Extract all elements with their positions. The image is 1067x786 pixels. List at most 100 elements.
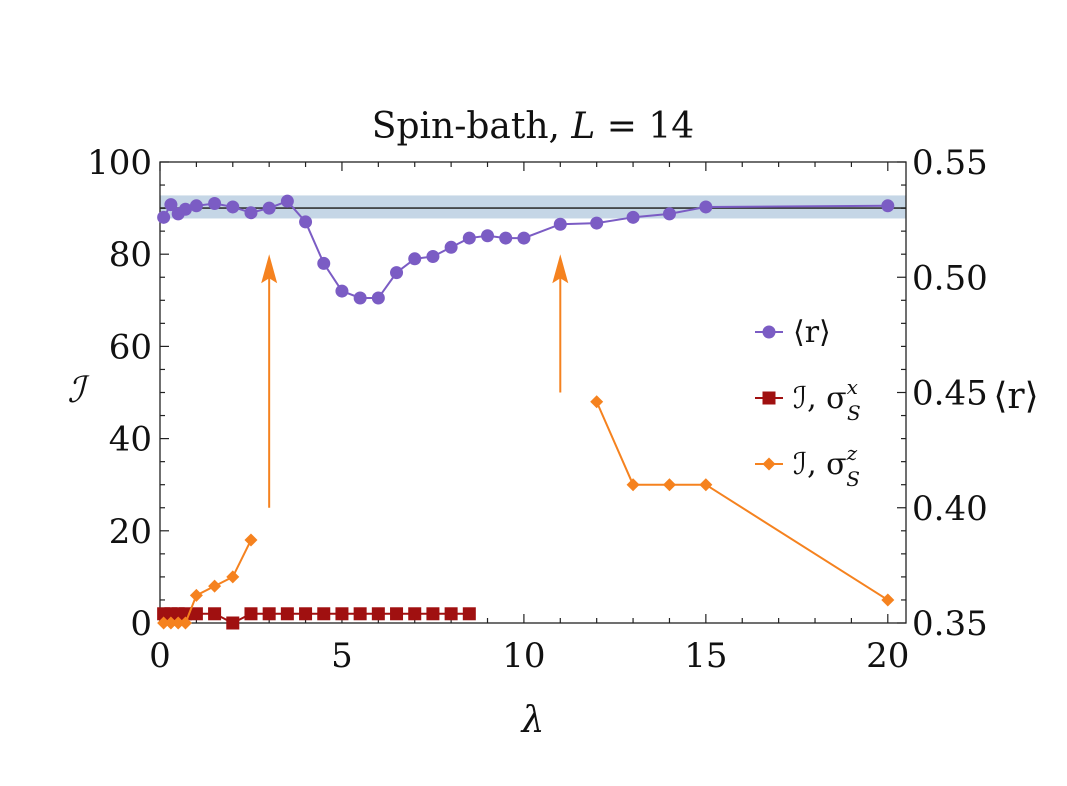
legend-label: ℐ, σx S: [793, 375, 861, 425]
tick-labels: 0 5 10 15 20 0 20 40 60 80 100 0.35 0.40 0.45 0.50 0.55: [87, 143, 988, 676]
legend: ⟨r⟩ ℐ, σx S ℐ, σz S: [755, 315, 861, 491]
data-point: [626, 210, 640, 224]
y2-axis-label: ⟨r⟩: [993, 376, 1038, 417]
legend-label: ⟨r⟩: [793, 315, 831, 350]
data-point: [371, 607, 385, 621]
data-point: [178, 202, 192, 216]
series-line: [595, 401, 889, 601]
y2-tick-label: 0.50: [912, 258, 988, 298]
annotations-layer: [261, 254, 569, 508]
title-main: Spin-bath,: [372, 106, 560, 147]
reference-band-layer: [160, 195, 906, 219]
legend-entry: ℐ, σx S: [755, 375, 861, 425]
data-point: [244, 533, 258, 547]
x-tick-label: 5: [331, 636, 353, 676]
data-point: [299, 215, 313, 229]
data-point: [226, 616, 240, 630]
y2-tick-label: 0.45: [912, 374, 988, 414]
data-point: [226, 570, 240, 584]
data-point: [444, 607, 458, 621]
data-point: [699, 200, 713, 214]
data-point: [244, 607, 258, 621]
data-point: [426, 250, 440, 264]
data-point: [208, 196, 222, 210]
data-point: [280, 607, 294, 621]
y-axis-label: ℐ: [68, 370, 91, 411]
data-point: [699, 478, 713, 492]
data-point: [517, 231, 531, 245]
data-point: [157, 616, 171, 630]
data-point: [426, 607, 440, 621]
data-point: [208, 607, 222, 621]
x-tick-label: 15: [684, 636, 727, 676]
tick-marks: [159, 161, 906, 624]
arrow-head: [261, 254, 278, 284]
data-point: [881, 199, 895, 213]
title-rest: = 14: [607, 106, 694, 147]
y-tick-label: 20: [109, 512, 152, 552]
data-point: [881, 593, 895, 607]
y-tick-label: 80: [109, 235, 152, 275]
data-point: [390, 607, 404, 621]
data-point: [662, 478, 676, 492]
data-point: [317, 607, 331, 621]
data-point: [171, 616, 185, 630]
y-tick-label: 60: [109, 327, 152, 367]
data-point: [244, 206, 258, 220]
data-point: [189, 607, 203, 621]
data-point: [335, 607, 349, 621]
data-point: [189, 588, 203, 602]
data-point: [590, 216, 604, 230]
data-point: [164, 616, 178, 630]
data-point: [299, 607, 313, 621]
data-point: [157, 210, 171, 224]
x-tick-label: 0: [149, 636, 171, 676]
x-tick-label: 20: [866, 636, 909, 676]
series-1: [157, 607, 476, 630]
data-point: [164, 198, 178, 212]
data-point: [280, 194, 294, 208]
x-axis-label: λ: [520, 700, 545, 741]
data-point: [317, 256, 331, 270]
data-point: [662, 207, 676, 221]
y-tick-label: 40: [109, 420, 152, 460]
legend-entry: ℐ, σz S: [755, 441, 860, 491]
data-point: [481, 229, 495, 243]
title-var: L: [570, 106, 595, 147]
y-tick-label: 0: [130, 604, 152, 644]
data-point: [590, 395, 604, 409]
data-point: [553, 217, 567, 231]
legend-label: ℐ, σz S: [793, 441, 860, 491]
data-point: [189, 199, 203, 213]
series-2: [157, 395, 895, 630]
reference-band: [160, 195, 906, 219]
data-point: [408, 252, 422, 266]
legend-entry: ⟨r⟩: [755, 315, 831, 350]
y2-tick-label: 0.55: [912, 143, 988, 183]
data-point: [626, 478, 640, 492]
data-point: [499, 231, 513, 245]
x-tick-label: 10: [502, 636, 545, 676]
legend-marker: [762, 457, 776, 471]
data-point: [262, 201, 276, 215]
data-point: [444, 240, 458, 254]
y-tick-label: 100: [87, 143, 152, 183]
data-point: [353, 607, 367, 621]
y2-tick-label: 0.35: [912, 604, 988, 644]
legend-marker: [762, 325, 776, 339]
series-layer: [157, 194, 895, 630]
data-point: [462, 231, 476, 245]
y2-tick-label: 0.40: [912, 489, 988, 529]
data-point: [208, 579, 222, 593]
data-point: [353, 291, 367, 305]
data-point: [390, 266, 404, 280]
data-point: [335, 284, 349, 298]
chart-title: Spin-bath, L = 14: [372, 106, 694, 147]
data-point: [262, 607, 276, 621]
data-point: [462, 607, 476, 621]
legend-marker: [762, 391, 776, 405]
data-point: [408, 607, 422, 621]
arrow-head: [552, 254, 569, 284]
data-point: [226, 200, 240, 214]
